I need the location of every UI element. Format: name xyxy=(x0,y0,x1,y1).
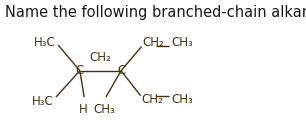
Text: H₃C: H₃C xyxy=(34,36,56,49)
Text: CH₃: CH₃ xyxy=(171,37,193,49)
Text: C: C xyxy=(117,64,125,77)
Text: C: C xyxy=(76,64,84,77)
Text: CH₃: CH₃ xyxy=(171,93,193,106)
Text: H: H xyxy=(79,103,88,116)
Text: Name the following branched-chain alkane:: Name the following branched-chain alkane… xyxy=(5,5,306,20)
Text: CH₂: CH₂ xyxy=(143,37,165,49)
Text: CH₂: CH₂ xyxy=(141,93,163,106)
Text: H₃C: H₃C xyxy=(32,95,54,108)
Text: CH₃: CH₃ xyxy=(94,103,115,116)
Text: CH₂: CH₂ xyxy=(89,51,111,64)
